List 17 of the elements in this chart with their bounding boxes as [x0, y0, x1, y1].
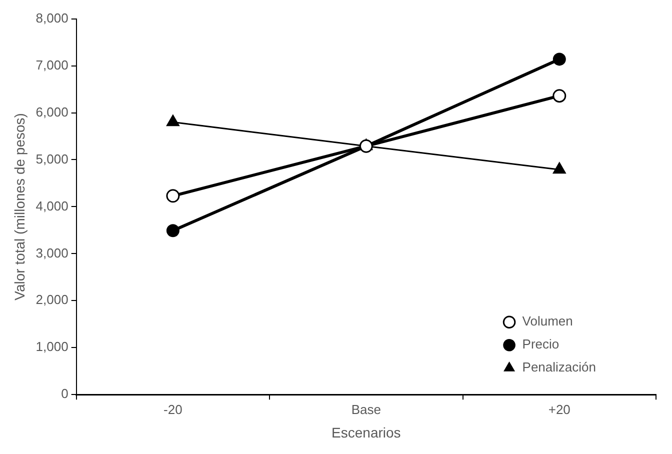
x-axis-title: Escenarios [332, 424, 401, 440]
x-tick-label: Base [351, 402, 381, 417]
legend-label: Precio [522, 336, 560, 352]
y-tick-label: 7,000 [36, 57, 68, 72]
y-tick-label: 5,000 [36, 151, 68, 166]
y-tick-label: 3,000 [36, 245, 68, 260]
y-tick-label: 4,000 [36, 198, 68, 214]
y-tick-label: 8,000 [36, 10, 68, 26]
y-tick-label: 2,000 [36, 292, 68, 308]
y-tick-label: 1,000 [36, 339, 68, 354]
y-tick-label: 0 [61, 386, 68, 402]
y-tick-label: 6,000 [36, 104, 68, 120]
legend-label: Volumen [522, 314, 573, 329]
y-axis-title: Valor total (millones de pesos) [11, 113, 28, 300]
x-tick-label: -20 [164, 402, 182, 417]
legend-label: Penalización [522, 360, 596, 375]
x-tick-label: +20 [548, 402, 570, 417]
